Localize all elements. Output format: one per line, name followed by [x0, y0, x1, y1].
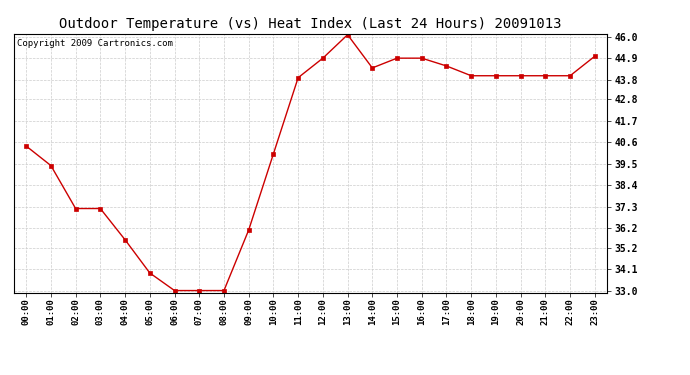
Text: Copyright 2009 Cartronics.com: Copyright 2009 Cartronics.com: [17, 39, 172, 48]
Title: Outdoor Temperature (vs) Heat Index (Last 24 Hours) 20091013: Outdoor Temperature (vs) Heat Index (Las…: [59, 17, 562, 31]
